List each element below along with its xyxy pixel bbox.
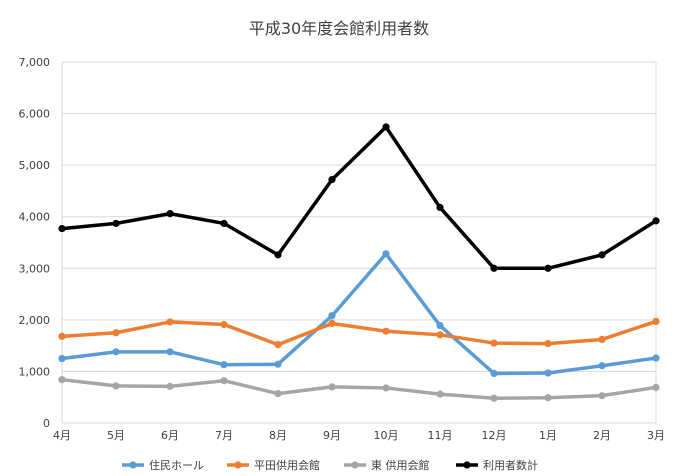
data-point: [112, 382, 120, 390]
data-point: [382, 250, 390, 258]
y-tick-label: 5,000: [19, 159, 51, 172]
data-point: [220, 377, 228, 385]
data-point: [544, 264, 552, 272]
y-tick-label: 2,000: [19, 314, 51, 327]
data-point: [58, 224, 66, 233]
x-axis-ticks: 4月 5月 6月 7月 8月 9月 10月 11月 12月 1月 2月 3月: [53, 429, 665, 442]
y-tick-label: 3,000: [19, 262, 51, 275]
data-point: [652, 383, 660, 392]
data-point: [436, 321, 444, 330]
data-point: [436, 390, 444, 398]
data-point: [652, 217, 660, 225]
data-point: [274, 360, 282, 368]
data-point: [436, 331, 444, 339]
data-point: [328, 312, 336, 320]
legend: 住民ホール 平田供用会館 東 供用会館 利用者数計: [122, 458, 538, 472]
x-tick-label: 9月: [323, 429, 341, 442]
x-tick-label: 8月: [269, 429, 287, 442]
data-point: [112, 348, 120, 356]
legend-entry: 平田供用会館: [227, 458, 320, 472]
data-point: [220, 219, 228, 228]
data-point: [112, 219, 120, 228]
data-point: [382, 123, 390, 131]
data-point: [112, 329, 120, 337]
x-tick-label: 10月: [374, 429, 399, 442]
legend-marker: [463, 461, 471, 469]
legend-entry: 利用者数計: [456, 458, 538, 472]
data-point: [328, 383, 336, 391]
legend-marker: [351, 461, 359, 469]
data-point: [166, 348, 174, 356]
x-tick-label: 12月: [482, 429, 507, 442]
x-tick-label: 3月: [647, 429, 665, 442]
data-point: [382, 384, 390, 392]
data-point: [652, 317, 660, 326]
y-tick-label: 7,000: [19, 56, 51, 69]
data-point: [166, 382, 174, 390]
data-point: [598, 335, 606, 344]
y-tick-label: 0: [43, 417, 50, 430]
data-point: [58, 354, 66, 363]
x-tick-label: 2月: [593, 429, 611, 442]
data-point: [598, 392, 606, 400]
data-point: [274, 390, 282, 398]
data-point: [58, 332, 66, 340]
series-line: [60, 125, 658, 271]
data-point: [274, 341, 282, 349]
series-lines: [58, 123, 660, 402]
data-point: [220, 320, 228, 329]
y-tick-label: 1,000: [19, 365, 51, 378]
data-point: [598, 362, 606, 370]
data-point: [652, 354, 660, 362]
legend-label: 利用者数計: [483, 458, 538, 472]
data-point: [220, 361, 228, 369]
data-point: [58, 376, 66, 384]
legend-label: 平田供用会館: [254, 458, 320, 472]
y-tick-label: 4,000: [19, 211, 51, 224]
legend-marker: [129, 461, 137, 469]
x-tick-label: 4月: [53, 429, 71, 442]
series-line: [60, 377, 658, 400]
x-tick-label: 5月: [107, 429, 125, 442]
legend-entry: 東 供用会館: [344, 458, 430, 472]
data-point: [490, 394, 498, 402]
series-line: [60, 252, 658, 376]
legend-label: 東 供用会館: [371, 458, 430, 472]
data-point: [382, 327, 390, 335]
data-point: [166, 318, 174, 326]
x-tick-label: 1月: [539, 429, 557, 442]
y-axis-ticks: 0 1,000 2,000 3,000 4,000 5,000 6,000 7,000: [19, 56, 51, 430]
data-point: [328, 175, 336, 184]
legend-marker: [234, 461, 242, 469]
data-point: [544, 369, 552, 377]
data-point: [544, 339, 552, 348]
series-line: [60, 319, 658, 347]
y-tick-label: 6,000: [19, 108, 51, 121]
x-tick-label: 11月: [428, 429, 453, 442]
x-tick-label: 6月: [161, 429, 179, 442]
x-tick-label: 7月: [215, 429, 233, 442]
legend-entry: 住民ホール: [122, 458, 204, 472]
data-point: [490, 264, 498, 272]
data-point: [490, 369, 498, 378]
data-point: [598, 251, 606, 259]
data-point: [490, 339, 498, 347]
data-point: [544, 394, 552, 402]
data-point: [436, 203, 444, 212]
legend-label: 住民ホール: [149, 458, 204, 472]
data-point: [274, 251, 282, 259]
data-point: [166, 210, 174, 218]
chart-title: 平成30年度会館利用者数: [249, 19, 429, 38]
data-point: [328, 319, 336, 328]
